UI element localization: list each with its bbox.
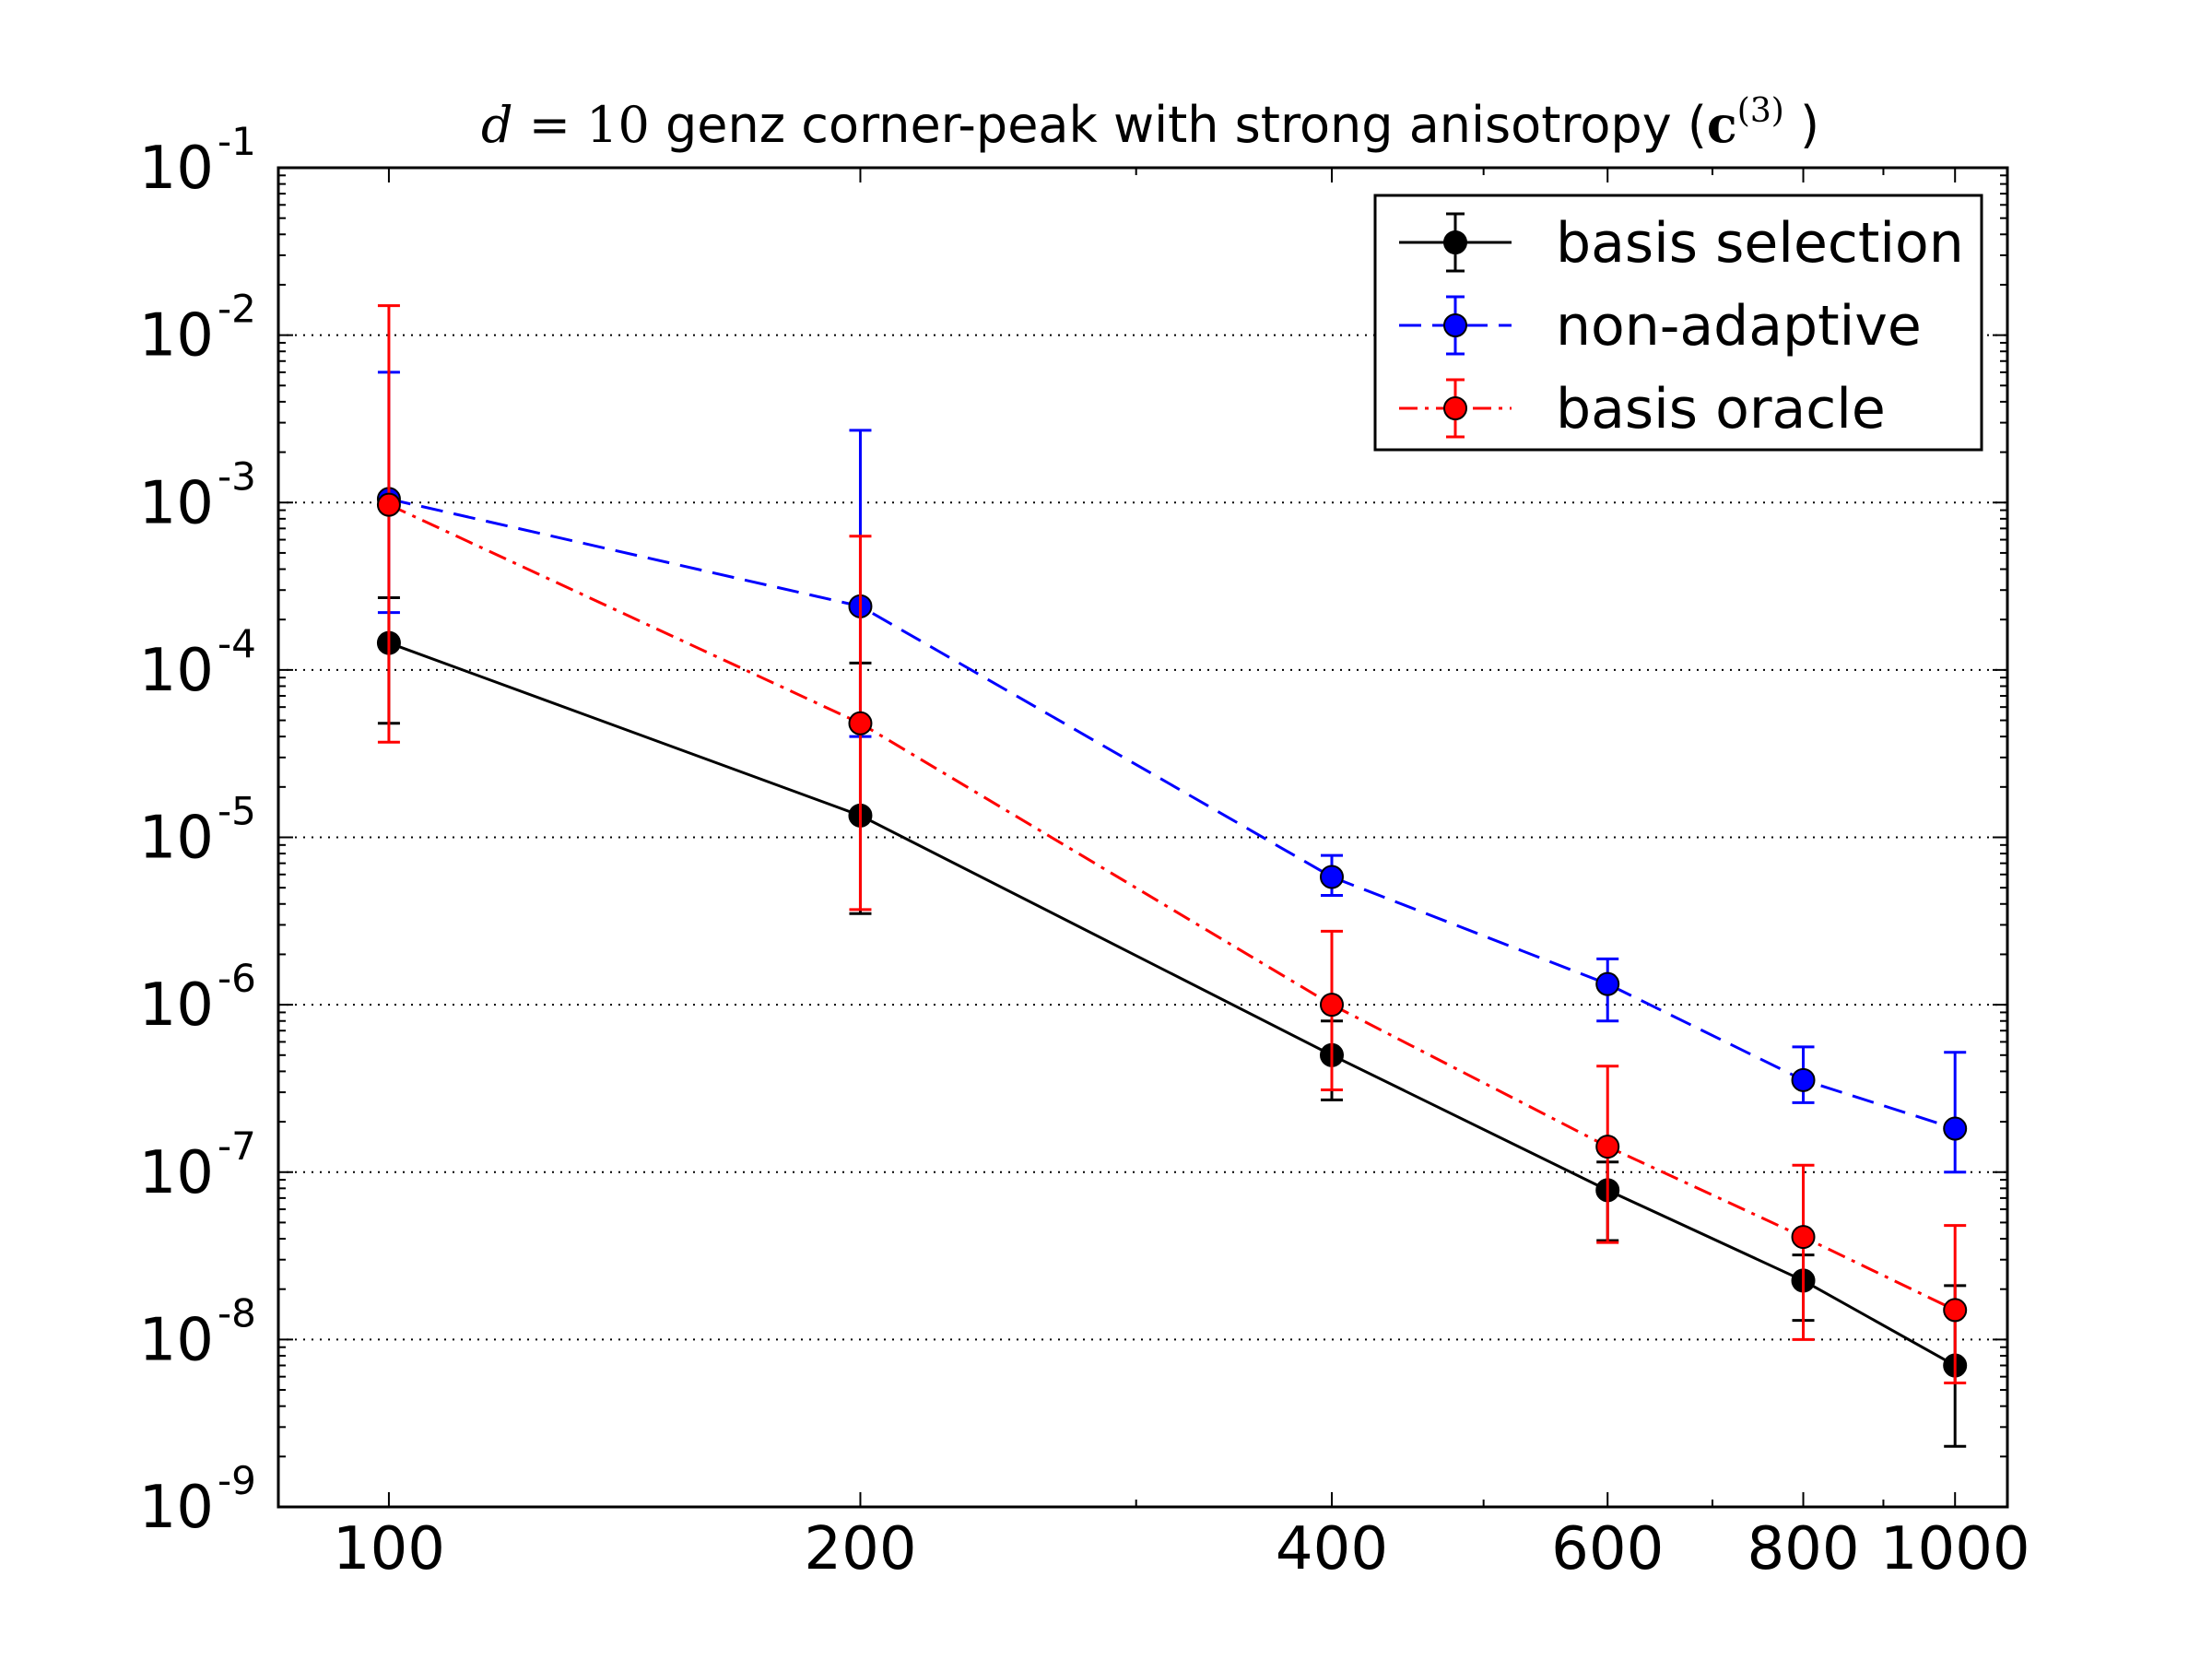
y-tick-label: 10	[139, 805, 214, 873]
y-axis: 10-910-810-710-610-510-410-310-210-1	[139, 119, 2007, 1542]
x-tick-label: 400	[1276, 1515, 1388, 1583]
x-tick-label: 800	[1747, 1515, 1859, 1583]
legend-marker-non-adaptive	[1443, 313, 1467, 337]
legend: basis selection non-adaptive basis oracle	[1373, 194, 1983, 452]
x-tick-label: 100	[333, 1515, 445, 1583]
data-point-basis-oracle	[848, 711, 873, 735]
series-non-adaptive	[376, 371, 1968, 1174]
series-line-basis-oracle	[388, 503, 1956, 1312]
title-math-num: 10	[586, 96, 650, 154]
data-point-non-adaptive	[1319, 865, 1344, 889]
data-point-non-adaptive	[1943, 1116, 1968, 1141]
y-tick-label: 10	[139, 469, 214, 537]
data-point-non-adaptive	[1595, 971, 1620, 996]
x-axis: 100 200 400 600 800 1000	[333, 168, 2030, 1583]
title-text: genz corner-peak with strong anisotropy …	[650, 96, 1707, 154]
data-point-basis-oracle	[376, 492, 401, 517]
series-layer	[376, 304, 1968, 1448]
y-tick-label: 10	[139, 135, 214, 203]
x-tick-label: 600	[1551, 1515, 1664, 1583]
data-point-basis-oracle	[1943, 1298, 1968, 1323]
title-close-paren: )	[1784, 96, 1819, 154]
legend-marker-basis-oracle	[1443, 396, 1467, 420]
title-vector: c	[1707, 95, 1737, 154]
legend-label-basis-selection: basis selection	[1556, 211, 1964, 276]
legend-label-non-adaptive: non-adaptive	[1556, 294, 1922, 359]
y-tick-label: 10	[139, 1139, 214, 1207]
title-superscript: (3)	[1737, 92, 1784, 130]
y-tick-exponent: -8	[218, 1290, 256, 1335]
y-tick-exponent: -4	[218, 621, 256, 666]
data-point-basis-oracle	[1791, 1225, 1816, 1250]
data-point-non-adaptive	[1791, 1067, 1816, 1092]
legend-label-basis-oracle: basis oracle	[1556, 377, 1886, 441]
chart-title: d = 10 genz corner-peak with strong anis…	[481, 92, 1819, 154]
y-tick-exponent: -7	[218, 1124, 256, 1169]
y-tick-label: 10	[139, 302, 214, 371]
y-tick-exponent: -5	[218, 789, 256, 834]
y-tick-exponent: -3	[218, 453, 256, 499]
title-math-var: d	[481, 96, 513, 154]
y-tick-exponent: -6	[218, 956, 256, 1001]
data-point-basis-oracle	[1319, 993, 1344, 1018]
y-tick-label: 10	[139, 971, 214, 1040]
x-tick-label: 200	[804, 1515, 916, 1583]
y-tick-exponent: -2	[218, 287, 256, 332]
legend-marker-basis-selection	[1443, 230, 1467, 254]
grid-lines	[278, 334, 2007, 1341]
y-tick-exponent: -9	[218, 1458, 256, 1503]
y-tick-label: 10	[139, 1306, 214, 1374]
y-tick-label: 10	[139, 1474, 214, 1542]
data-point-basis-oracle	[1595, 1135, 1620, 1159]
y-tick-label: 10	[139, 637, 214, 705]
series-line-non-adaptive	[388, 497, 1956, 1130]
series-basis-oracle	[376, 304, 1968, 1385]
y-tick-exponent: -1	[218, 119, 256, 164]
series-line-basis-selection	[388, 641, 1956, 1367]
title-math-eq: =	[513, 96, 587, 154]
x-tick-label: 1000	[1880, 1515, 2030, 1583]
series-basis-selection	[376, 596, 1968, 1448]
